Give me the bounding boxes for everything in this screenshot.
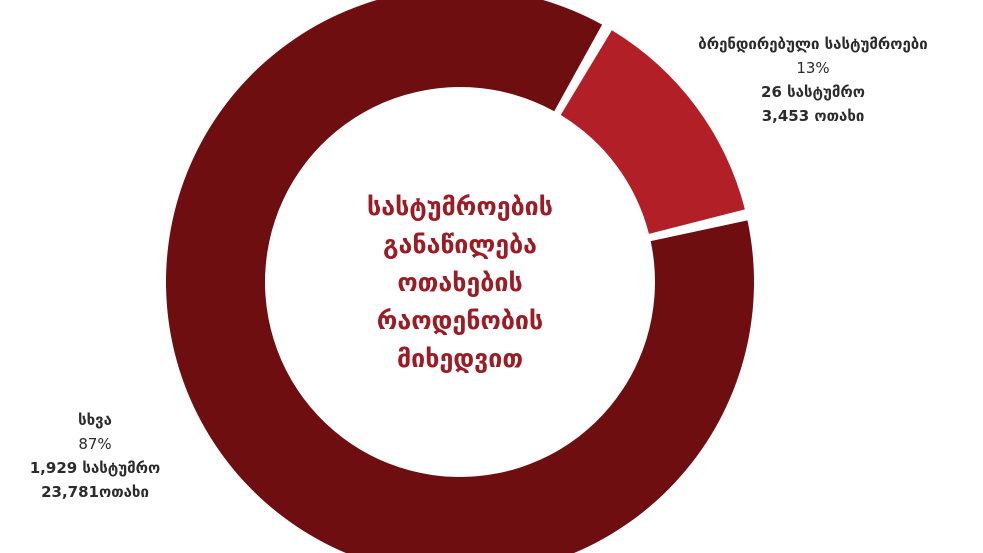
slice-hotels-branded: 26 სასტუმრო bbox=[761, 83, 865, 101]
chart-title-line-5: მიხედვით bbox=[396, 344, 524, 373]
slice-percent-branded: 13% bbox=[796, 59, 830, 77]
slice-branded bbox=[560, 30, 745, 234]
chart-title-line-1: სასტუმროების bbox=[367, 192, 553, 221]
slice-other bbox=[166, 0, 754, 553]
slice-name-branded: ბრენდირებული სასტუმროები bbox=[698, 35, 928, 53]
slice-rooms-other: 23,781ოთახი bbox=[41, 483, 149, 501]
chart-title: სასტუმროების განაწილება ოთახების რაოდენო… bbox=[345, 188, 575, 378]
donut-slices bbox=[166, 0, 754, 553]
slice-percent-other: 87% bbox=[78, 435, 112, 453]
chart-title-line-2: განაწილება bbox=[382, 230, 538, 259]
chart-title-line-3: ოთახების bbox=[397, 268, 523, 297]
data-label-other: სხვა 87% 1,929 სასტუმრო 23,781ოთახი bbox=[0, 408, 190, 504]
slice-name-other: სხვა bbox=[78, 411, 112, 429]
data-label-branded: ბრენდირებული სასტუმროები 13% 26 სასტუმრო… bbox=[648, 32, 978, 128]
slice-hotels-other: 1,929 სასტუმრო bbox=[29, 459, 161, 477]
chart-title-line-4: რაოდენობის bbox=[376, 306, 544, 335]
slice-rooms-branded: 3,453 ოთახი bbox=[761, 107, 865, 125]
